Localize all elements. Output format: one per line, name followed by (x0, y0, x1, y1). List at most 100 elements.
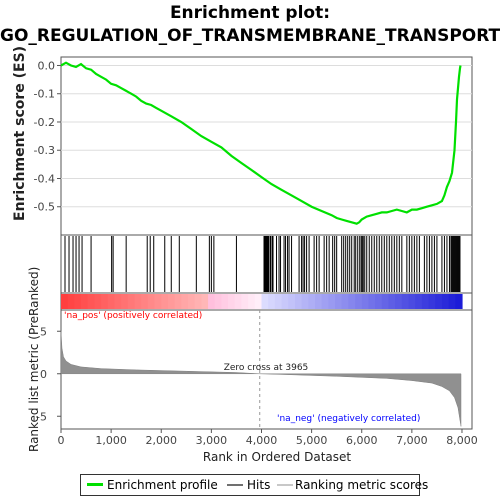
band-segment (194, 294, 202, 309)
es-y-tick-label: -0.2 (34, 116, 55, 129)
legend-swatch-ranking (277, 484, 293, 486)
legend-label-hits: Hits (247, 478, 271, 492)
chart-title-line-2: GO_REGULATION_OF_TRANSMEMBRANE_TRANSPORT (0, 26, 500, 46)
band-segment (134, 294, 142, 309)
band-segment (441, 294, 450, 309)
es-y-axis-label: Enrichment score (ES) (12, 46, 28, 221)
es-line-group (60, 61, 462, 225)
band-segment (314, 294, 323, 309)
band-segment (408, 294, 416, 309)
band-segment (187, 294, 196, 309)
band-segment (455, 294, 463, 309)
es-y-ticks: 0.0 -0.1 -0.2 -0.3 -0.4 -0.5 (34, 59, 61, 214)
band-segment (147, 294, 156, 309)
band-segment (428, 294, 436, 309)
band-segment (167, 294, 176, 309)
band-segment (107, 294, 116, 309)
metric-group (60, 310, 462, 429)
legend-swatch-hits (227, 484, 243, 486)
band-segment (361, 294, 370, 309)
zero-cross-label: Zero cross at 3965 (224, 363, 309, 373)
es-panel-frame (60, 56, 473, 236)
neg-correlated-label: 'na_neg' (negatively correlated) (277, 414, 420, 424)
hits-group (64, 236, 461, 292)
band-segment (67, 294, 75, 309)
band-segment (281, 294, 289, 309)
x-tick-label: 6,000 (346, 434, 378, 447)
chart-title-line-1: Enrichment plot: (169, 3, 331, 23)
x-tick-label: 8,000 (446, 434, 478, 447)
band-segment (201, 294, 209, 309)
metric-y-tick-label: 0 (40, 368, 47, 381)
x-axis-label: Rank in Ordered Dataset (203, 450, 351, 464)
x-tick-label: 0 (58, 434, 65, 447)
band-segment (288, 294, 296, 309)
band-segment (208, 294, 216, 309)
band-segment (381, 294, 390, 309)
pos-correlated-label: 'na_pos' (positively correlated) (64, 311, 202, 321)
metric-y-axis-label: Ranked list metric (PreRanked) (27, 267, 41, 452)
es-grid (61, 64, 472, 208)
band-segment (114, 294, 122, 309)
band-segment (348, 294, 356, 309)
band-segment (254, 294, 263, 309)
band-segment (121, 294, 129, 309)
band-segment (294, 294, 303, 309)
metric-y-tick-label: 5 (40, 325, 47, 338)
es-y-tick-label: -0.4 (34, 172, 55, 185)
metric-area (60, 331, 462, 427)
band-segment (301, 294, 309, 309)
band-segment (435, 294, 443, 309)
band-segment (241, 294, 249, 309)
band-segment (61, 294, 69, 309)
band-segment (221, 294, 229, 309)
band-segment (214, 294, 222, 309)
band-segment (261, 294, 269, 309)
band-segment (154, 294, 162, 309)
metric-y-ticks: 5 0 -5 (36, 325, 61, 423)
enrichment-profile-line (60, 61, 462, 225)
band-segment (421, 294, 430, 309)
band-segment (328, 294, 336, 309)
band-segment (268, 294, 276, 309)
band-segment (321, 294, 329, 309)
band-segment (388, 294, 396, 309)
es-y-tick-label: 0.0 (38, 59, 56, 72)
band-segment (174, 294, 182, 309)
band-segment (341, 294, 349, 309)
band-segment (395, 294, 403, 309)
legend: Enrichment profile Hits Ranking metric s… (80, 474, 428, 496)
es-y-tick-label: -0.3 (34, 144, 55, 157)
band-segment (101, 294, 109, 309)
band-segment (181, 294, 189, 309)
band-segment (74, 294, 82, 309)
x-tick-label: 2,000 (145, 434, 177, 447)
band-segment (355, 294, 363, 309)
band-segment (248, 294, 256, 309)
x-tick-label: 3,000 (196, 434, 228, 447)
x-ticks: 0 1,000 2,000 3,000 4,000 5,000 6,000 7,000 8,00… (58, 429, 478, 447)
band-segment (94, 294, 102, 309)
x-tick-label: 7,000 (396, 434, 428, 447)
band-segment (161, 294, 169, 309)
band-segment (87, 294, 96, 309)
band-segment (308, 294, 316, 309)
band-segment (81, 294, 89, 309)
metric-y-tick-label: -5 (36, 410, 47, 423)
es-y-tick-label: -0.1 (34, 88, 55, 101)
band-segment (448, 294, 456, 309)
x-tick-label: 1,000 (95, 434, 127, 447)
legend-label-ranking: Ranking metric scores (295, 478, 429, 492)
band-segment (234, 294, 243, 309)
band-segment (141, 294, 149, 309)
band-segment (368, 294, 376, 309)
band-segment (228, 294, 236, 309)
band-segment (335, 294, 343, 309)
band-segment (274, 294, 283, 309)
band-segment (127, 294, 136, 309)
es-y-tick-label: -0.5 (34, 201, 55, 214)
band-segment (375, 294, 383, 309)
x-tick-label: 4,000 (246, 434, 278, 447)
band-segment (401, 294, 410, 309)
